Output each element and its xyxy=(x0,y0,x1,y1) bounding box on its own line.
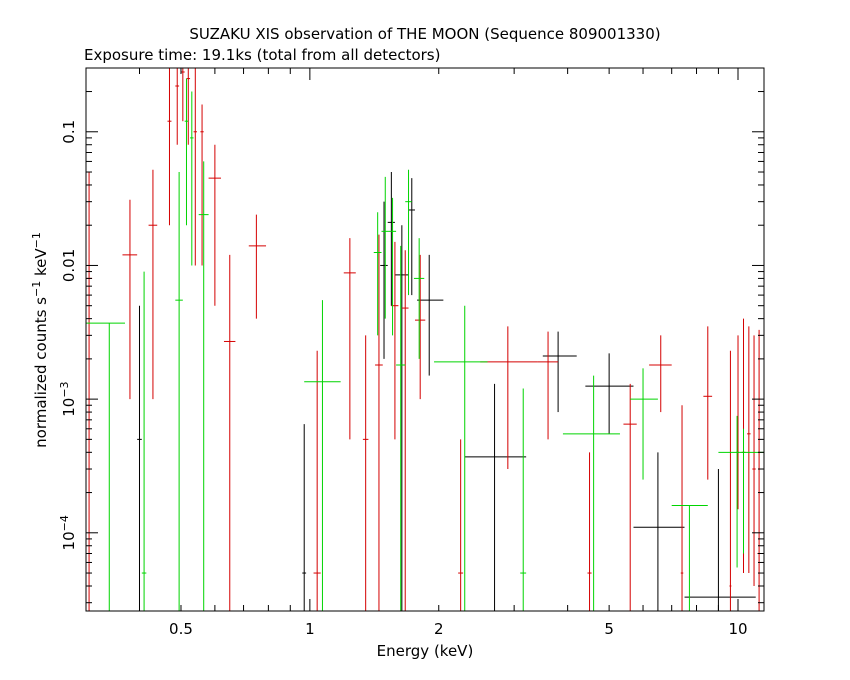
data-point-s2-14 xyxy=(520,388,527,611)
data-point-s0-6 xyxy=(417,254,444,376)
data-point-s2-2 xyxy=(175,172,183,611)
data-point-s1-26 xyxy=(703,326,713,480)
data-point-s2-12 xyxy=(413,238,425,359)
y-tick-label: 10−4 xyxy=(58,515,78,550)
data-point-s0-11 xyxy=(684,469,756,611)
data-point-s1-32 xyxy=(757,329,761,611)
data-point-s1-21 xyxy=(537,331,559,440)
data-point-s1-6 xyxy=(186,68,191,145)
data-point-s2-10 xyxy=(396,245,406,611)
data-marks xyxy=(86,68,764,611)
data-point-s2-7 xyxy=(373,212,382,336)
data-point-s1-25 xyxy=(680,405,684,611)
data-point-s0-10 xyxy=(633,452,685,611)
data-point-s2-19 xyxy=(736,415,739,568)
y-tick-label: 0.01 xyxy=(60,249,78,282)
data-point-s1-4 xyxy=(175,68,180,145)
y-axis-label-sup1: −1 xyxy=(30,281,43,297)
plot-frame xyxy=(85,67,765,612)
y-axis-label-main: normalized counts s xyxy=(32,297,50,448)
data-point-s1-18 xyxy=(414,254,426,400)
chart-subtitle: Exposure time: 19.1ks (total from all de… xyxy=(84,46,440,64)
axes: 0.5 1 2 5 10 0.1 0.01 10−3 10−4 xyxy=(58,68,764,638)
data-point-s2-5 xyxy=(198,161,209,611)
data-point-s1-30 xyxy=(747,326,751,574)
y-axis-label-sup2: −1 xyxy=(30,232,43,248)
data-point-s1-20 xyxy=(480,326,538,470)
data-point-s2-3 xyxy=(184,78,189,226)
y-tick-label: 10−3 xyxy=(58,381,78,416)
data-point-s0-1 xyxy=(302,424,307,611)
data-point-s1-31 xyxy=(752,335,756,586)
data-point-s1-15 xyxy=(375,234,383,611)
data-point-s0-4 xyxy=(394,225,409,611)
data-point-s2-18 xyxy=(718,428,764,554)
data-point-s0-3 xyxy=(387,172,395,306)
y-tick-label: 0.1 xyxy=(60,120,78,144)
data-point-s1-7 xyxy=(193,68,198,266)
data-point-s2-4 xyxy=(190,91,194,266)
data-point-s2-0 xyxy=(86,322,125,611)
data-point-s2-13 xyxy=(434,305,488,611)
data-point-s1-13 xyxy=(343,238,356,440)
data-point-s2-8 xyxy=(381,176,389,319)
x-tick-label: 0.5 xyxy=(169,620,193,638)
data-point-s1-10 xyxy=(223,254,236,611)
data-point-s1-5 xyxy=(180,68,185,122)
data-point-s0-2 xyxy=(380,201,388,359)
y-axis-label: normalized counts s−1 keV−1 xyxy=(30,232,50,448)
data-point-s1-8 xyxy=(200,104,204,266)
data-point-s2-1 xyxy=(141,271,147,611)
data-point-s2-9 xyxy=(388,197,397,336)
data-point-s1-2 xyxy=(148,169,158,400)
y-axis-label-mid: keV xyxy=(32,248,50,281)
data-point-s1-23 xyxy=(623,383,637,611)
data-point-s1-11 xyxy=(248,214,267,319)
data-point-s2-16 xyxy=(630,368,658,480)
x-tick-label: 2 xyxy=(434,620,444,638)
data-point-s1-12 xyxy=(313,350,321,611)
data-point-s1-14 xyxy=(362,335,369,611)
data-point-s2-6 xyxy=(304,300,341,611)
x-tick-label: 10 xyxy=(728,620,747,638)
data-point-s1-19 xyxy=(458,439,464,611)
data-point-s1-1 xyxy=(122,199,138,400)
data-point-s1-17 xyxy=(401,250,409,611)
data-point-s1-0 xyxy=(86,172,93,611)
x-tick-label: 5 xyxy=(604,620,614,638)
x-axis-label: Energy (keV) xyxy=(377,642,474,660)
data-point-s2-17 xyxy=(671,505,708,611)
data-point-s1-27 xyxy=(729,350,732,611)
data-point-s0-7 xyxy=(464,383,527,611)
data-point-s0-0 xyxy=(137,305,142,611)
x-tick-label: 1 xyxy=(305,620,315,638)
data-point-s1-3 xyxy=(167,68,172,226)
chart-title: SUZAKU XIS observation of THE MOON (Sequ… xyxy=(189,25,660,43)
data-point-s2-15 xyxy=(562,375,620,611)
data-point-s1-22 xyxy=(587,452,592,611)
data-point-s0-5 xyxy=(408,178,415,296)
data-point-s2-11 xyxy=(405,169,412,296)
data-point-s1-24 xyxy=(649,335,672,413)
data-point-s0-9 xyxy=(585,353,634,434)
data-point-s1-9 xyxy=(208,144,221,306)
